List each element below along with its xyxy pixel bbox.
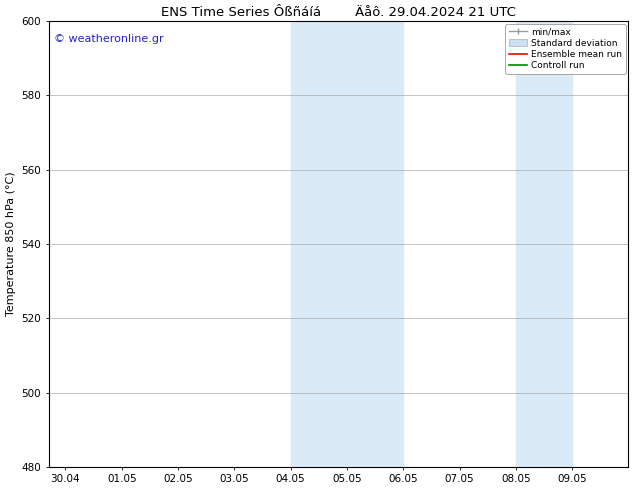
Bar — [516, 21, 572, 467]
Bar — [347, 21, 403, 467]
Y-axis label: Temperature 850 hPa (°C): Temperature 850 hPa (°C) — [6, 172, 16, 316]
Bar — [290, 21, 347, 467]
Title: ENS Time Series Ôßñáíá        Äåô. 29.04.2024 21 UTC: ENS Time Series Ôßñáíá Äåô. 29.04.2024 2… — [161, 5, 516, 19]
Legend: min/max, Standard deviation, Ensemble mean run, Controll run: min/max, Standard deviation, Ensemble me… — [505, 24, 626, 74]
Text: © weatheronline.gr: © weatheronline.gr — [55, 34, 164, 45]
